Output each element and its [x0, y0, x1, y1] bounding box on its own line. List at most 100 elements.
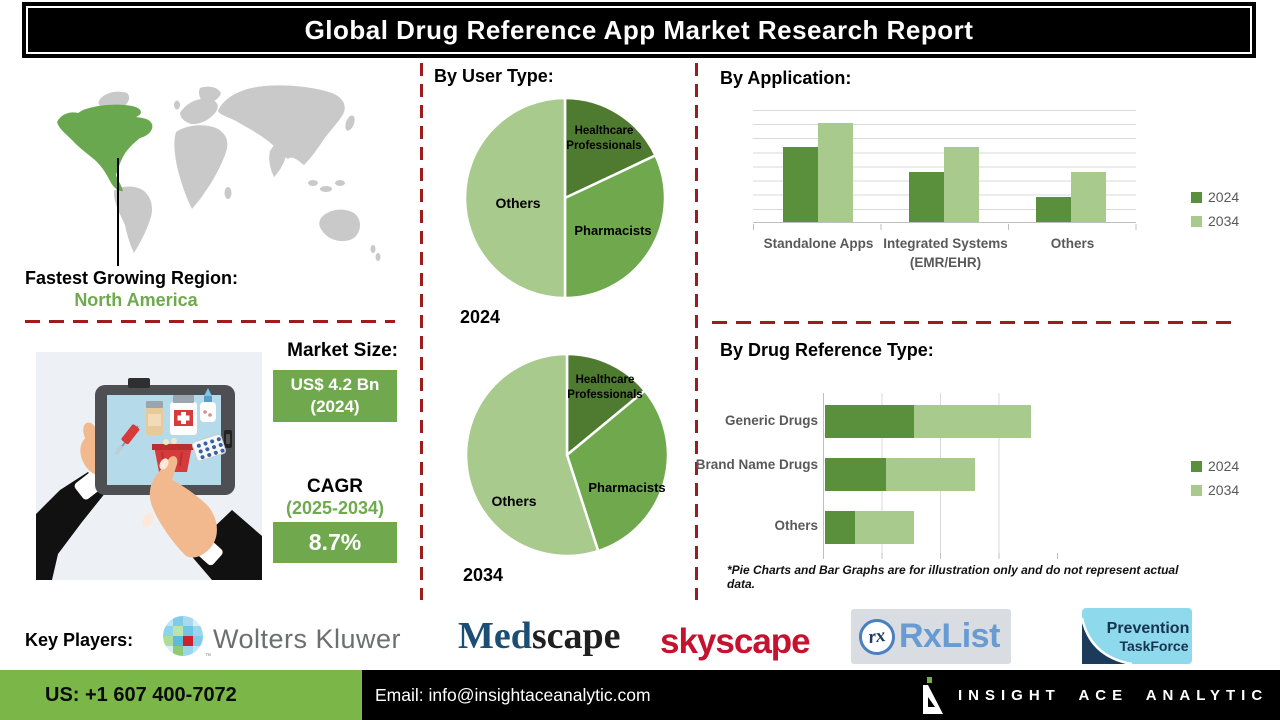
cagr-label: CAGR: [307, 476, 363, 497]
medscape-scape: scape: [531, 615, 621, 657]
legend-item-2034: 2034: [1191, 213, 1239, 229]
cagr-period: (2025-2034): [285, 498, 385, 518]
bar-others-2034: [1071, 172, 1106, 222]
map-japan: [345, 115, 355, 131]
skyscape-logo: skyscape: [660, 622, 811, 661]
legend-item-2024: 2024: [1191, 458, 1239, 474]
pie1-caption-year: 2024: [460, 307, 501, 327]
left-sleeve: [36, 472, 106, 580]
blister-pack-icon: [191, 433, 227, 462]
tablet-illustration: [36, 352, 262, 580]
email-address: Email: info@insightaceanalytic.com: [375, 684, 651, 705]
drug-reference-axis-ticks: [823, 553, 1058, 559]
insight-ace-analytic-logo: INSIGHT ACE ANALYTIC: [922, 670, 1268, 720]
wolters-kluwer-icon: ™: [163, 616, 211, 660]
hbar-brand-2024: [825, 458, 886, 491]
market-size-year: (2024): [310, 397, 360, 416]
footer-bar: US: +1 607 400-7072 Email: info@insighta…: [0, 670, 1280, 720]
bar-integrated-2034: [944, 147, 979, 222]
wolters-kluwer-logo: Wolters Kluwer: [213, 624, 402, 654]
hbar-others-2034: [855, 511, 914, 544]
world-map: [28, 75, 413, 270]
medscape-med: Med: [458, 615, 532, 657]
rxlist-text: RxList: [899, 617, 1000, 655]
hbar-generic-drugs: [825, 405, 1031, 438]
syringe-icon: [114, 424, 140, 456]
pie2-label-healthcare-professionals: Healthcare Professionals: [567, 374, 643, 401]
map-scandinavia: [199, 86, 221, 103]
pill-bottle-icon: [146, 401, 163, 435]
world-map-svg: [57, 85, 381, 261]
footer-phone-block: US: +1 607 400-7072: [0, 670, 362, 720]
hbar-brand-name-drugs: [825, 458, 975, 491]
drug-category-generic: Generic Drugs: [724, 413, 818, 428]
title-bar: Global Drug Reference App Market Researc…: [22, 2, 1256, 58]
drug-category-brand-name: Brand Name Drugs: [695, 457, 818, 472]
cagr-value: 8.7%: [308, 529, 362, 555]
divider-left-vertical: [420, 63, 423, 600]
divider-left-horizontal: [25, 320, 395, 323]
fastest-growing-region-value: North America: [74, 290, 198, 310]
phone-number: US: +1 607 400-7072: [45, 683, 237, 706]
map-india: [269, 144, 286, 177]
page-title: Global Drug Reference App Market Researc…: [304, 14, 974, 45]
market-size-badge: US$ 4.2 Bn (2024): [273, 370, 397, 422]
bar-standalone-2034: [818, 122, 853, 222]
hbar-generic-2034: [913, 405, 1031, 438]
pie1-label-healthcare-professionals: Healthcare Professionals: [566, 125, 642, 152]
region-pointer-line: [117, 158, 119, 266]
key-players-label: Key Players:: [25, 630, 134, 650]
pie-chart-user-type-2034: [464, 352, 670, 558]
legend-item-2024: 2024: [1191, 189, 1239, 205]
hbar-brand-2034: [885, 458, 975, 491]
application-bar-chart: [753, 110, 1136, 223]
taskforce-text: TaskForce: [1120, 638, 1189, 654]
prevention-taskforce-svg: Prevention TaskForce: [1080, 608, 1192, 666]
map-new-zealand: [370, 245, 376, 253]
map-europe: [180, 98, 218, 125]
pie1-label-others: Others: [495, 195, 541, 211]
pointing-hand: [142, 456, 262, 580]
fastest-growing-region-label: Fastest Growing Region:: [25, 268, 239, 288]
hbar-others: [825, 511, 914, 544]
divider-right-vertical: [695, 63, 698, 600]
rx-symbol-icon: rx: [856, 616, 898, 657]
section-title-application: By Application:: [720, 68, 852, 88]
bar-integrated-2024: [909, 172, 944, 222]
chart-disclaimer: *Pie Charts and Bar Graphs are for illus…: [727, 563, 1179, 591]
pie2-label-pharmacists: Pharmacists: [588, 480, 666, 495]
tablet-illustration-svg: [36, 352, 262, 580]
prevention-text: Prevention: [1107, 620, 1190, 637]
tablet-top-tab: [128, 378, 150, 388]
map-madagascar: [224, 187, 232, 199]
legend-swatch-2034: [1191, 484, 1202, 496]
drug-reference-bar-chart: [823, 393, 1057, 553]
rxlist-logo: rx RxList: [851, 609, 1011, 664]
map-asia: [218, 85, 345, 165]
map-uk: [174, 100, 180, 110]
legend-swatch-2024: [1191, 460, 1202, 472]
drug-category-others: Others: [774, 518, 818, 533]
hbar-generic-2024: [825, 405, 914, 438]
fingernail: [159, 458, 169, 470]
map-africa: [174, 125, 228, 209]
pie-chart-user-type-2024: [463, 96, 667, 300]
pie1-label-pharmacists: Pharmacists: [574, 223, 652, 238]
application-category-integrated: Integrated Systems (EMR/EHR): [883, 236, 1008, 270]
legend-swatch-2024: [1191, 191, 1202, 203]
insight-ace-a-icon: [923, 677, 943, 714]
section-title-user-type: By User Type:: [434, 66, 554, 86]
application-legend: 2024 2034: [1191, 189, 1239, 229]
pie2-caption-year: 2034: [463, 565, 504, 585]
map-australia: [319, 209, 360, 242]
legend-swatch-2034: [1191, 215, 1202, 227]
bar-others-2024: [1036, 197, 1071, 222]
cagr-badge: 8.7%: [273, 522, 397, 563]
application-category-standalone: Standalone Apps: [763, 236, 874, 251]
market-size-label: Market Size:: [287, 340, 398, 361]
svg-text:™: ™: [205, 653, 211, 660]
application-axis-ticks: [753, 224, 1137, 230]
map-south-america: [113, 186, 152, 253]
bar-standalone-2024: [783, 147, 818, 222]
